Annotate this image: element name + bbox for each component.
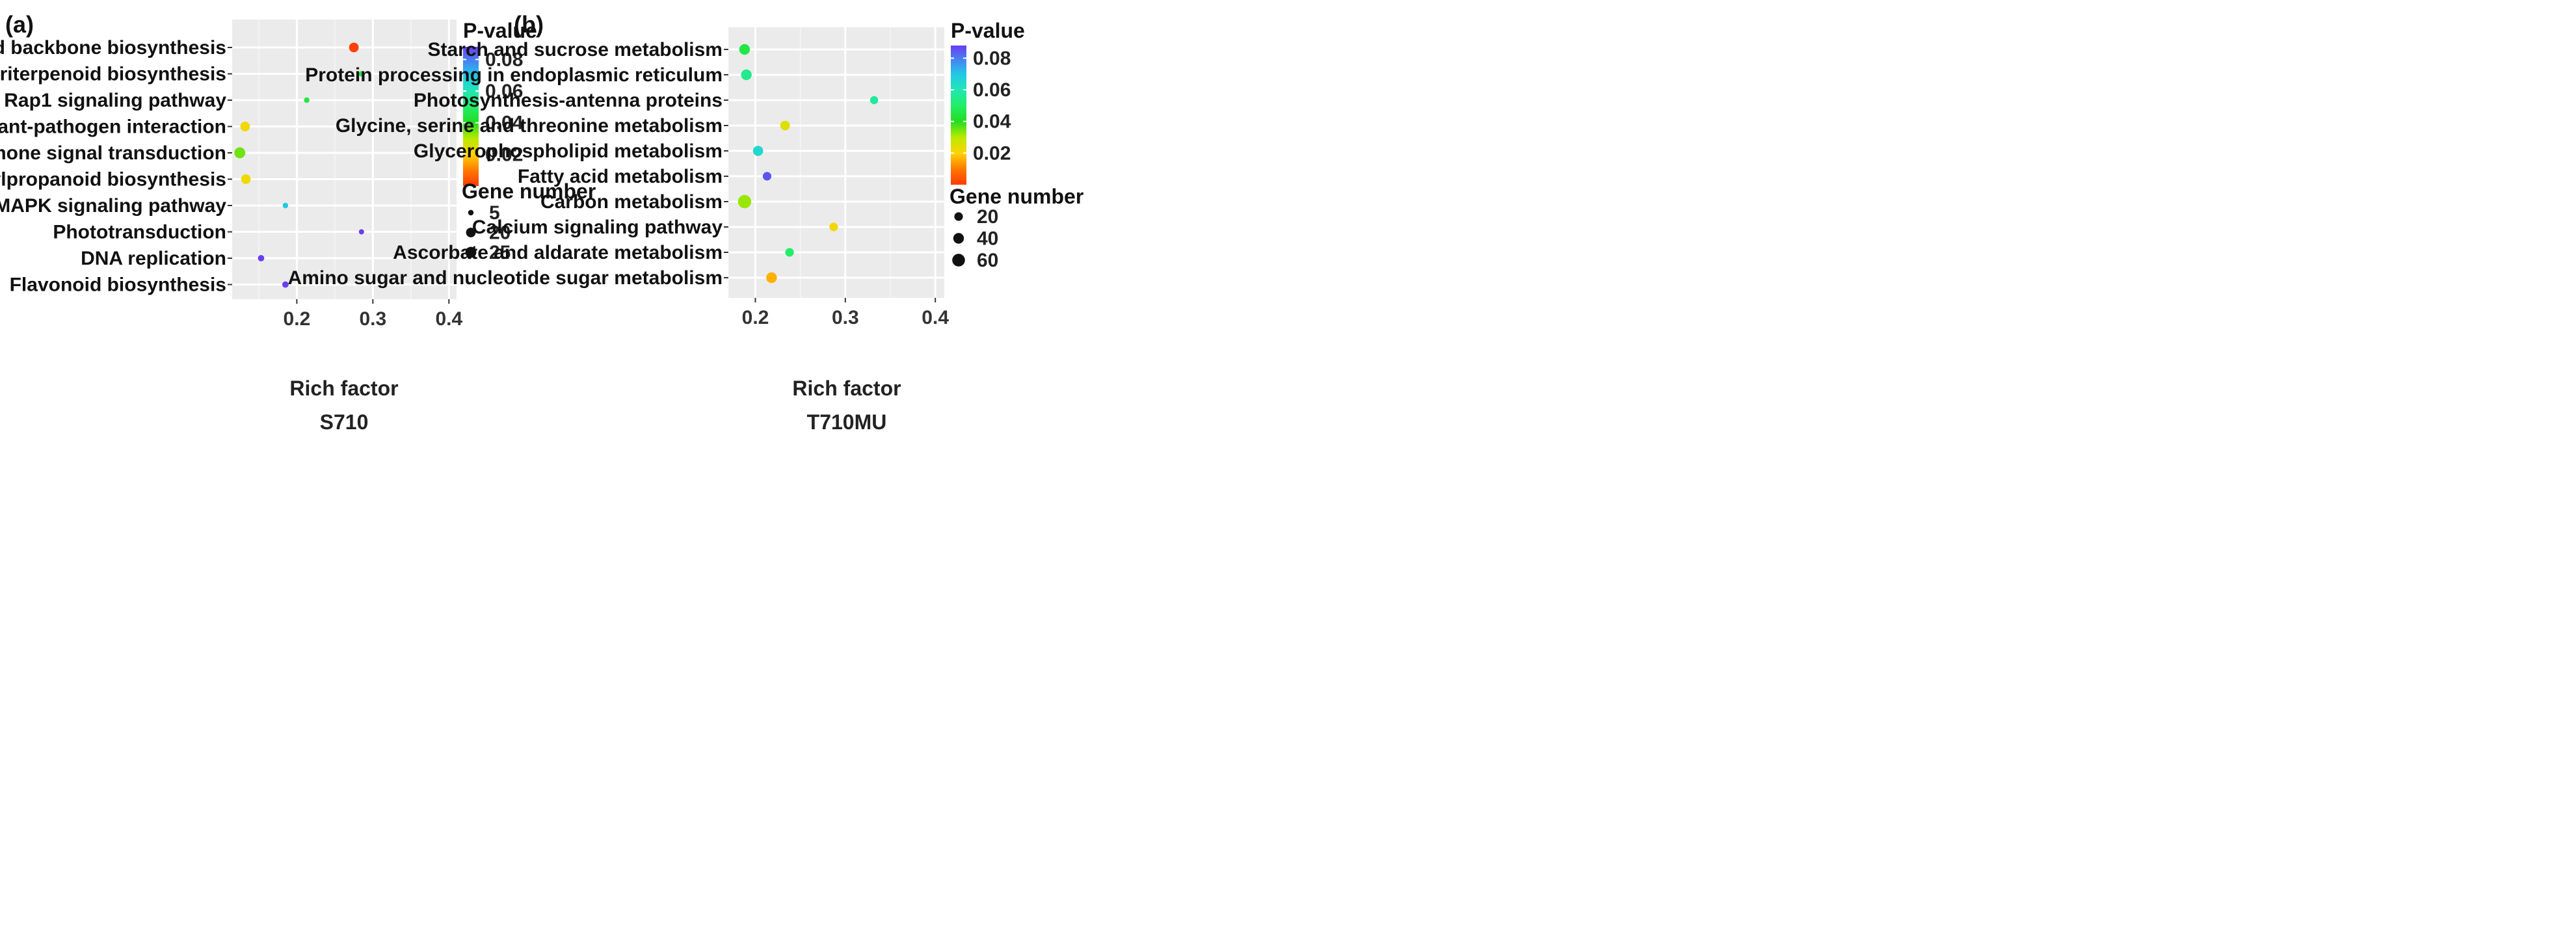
chart-panel-b: (b)Starch and sucrose metabolism Protein …: [288, 11, 1084, 434]
plot-background: [728, 27, 944, 298]
size-legend-label: 40: [977, 228, 998, 250]
data-point: [829, 222, 838, 232]
category-label: Carbon metabolism: [540, 191, 723, 213]
x-tick-label: 0.4: [922, 307, 949, 328]
size-legend-label: 20: [977, 206, 998, 228]
category-label: Ascorbate and aldarate metabolism: [393, 242, 723, 263]
data-point: [258, 255, 265, 261]
size-legend-title: Gene number: [949, 185, 1083, 208]
color-legend-title: P-value: [951, 19, 1025, 42]
category-label: Calcium signaling pathway: [472, 217, 723, 238]
size-legend-marker: [952, 254, 965, 267]
data-point: [358, 229, 364, 235]
category-label: Plant hormone signal transduction: [0, 142, 226, 164]
color-legend-label: 0.06: [973, 79, 1011, 101]
color-legend-title: P-value: [463, 19, 537, 42]
chart-panel-a: (a)Terpenoid backbone biosynthesis Sesqui…: [0, 11, 596, 434]
category-label: Terpenoid backbone biosynthesis: [0, 37, 226, 59]
color-legend-label: 0.08: [485, 49, 523, 70]
data-point: [234, 147, 246, 159]
x-tick-label: 0.3: [359, 308, 386, 330]
category-label: Phenylpropanoid biosynthesis: [0, 169, 226, 191]
data-point: [349, 42, 359, 53]
color-legend-bar: [951, 46, 966, 185]
x-axis-title: Rich factor: [792, 377, 901, 400]
data-point: [358, 71, 365, 77]
x-tick-label: 0.4: [435, 308, 462, 330]
data-point: [739, 44, 750, 55]
category-label: Protein processing in endoplasmic reticu…: [305, 64, 723, 86]
category-label: Glycine, serine and threonine metabolism: [336, 115, 723, 137]
size-legend-marker: [465, 246, 477, 258]
x-tick-label: 0.2: [742, 307, 769, 328]
category-label: Flavonoid biosynthesis: [10, 274, 226, 296]
size-legend-marker: [954, 212, 963, 221]
size-legend-label: 25: [489, 242, 511, 263]
category-label: Phototransduction: [53, 222, 226, 243]
category-label: Photosynthesis-antenna proteins: [414, 90, 723, 111]
data-point: [752, 146, 764, 156]
data-point: [785, 248, 794, 257]
x-tick-label: 0.2: [284, 308, 311, 330]
category-label: Plant-pathogen interaction: [0, 116, 226, 138]
data-point: [282, 281, 289, 288]
data-point: [870, 96, 879, 105]
category-label: Starch and sucrose metabolism: [428, 39, 723, 60]
category-label: Sesquiterpenoid and triterpenoid biosynt…: [0, 64, 226, 85]
category-label: Glycerophospholipid metabolism: [414, 140, 723, 162]
data-point: [762, 172, 772, 181]
color-legend-label: 0.02: [485, 144, 523, 165]
color-legend-label: 0.04: [973, 111, 1011, 133]
size-legend-label: 5: [489, 202, 500, 224]
category-label: MAPK signaling pathway: [0, 195, 226, 217]
plot-background: [232, 20, 457, 299]
data-point: [766, 272, 777, 284]
size-legend-marker: [468, 209, 474, 216]
data-point: [282, 202, 289, 209]
size-legend-label: 20: [489, 222, 511, 244]
data-point: [741, 69, 752, 81]
sample-label: T710MU: [807, 410, 887, 434]
data-point: [304, 97, 310, 103]
category-label: Amino sugar and nucleotide sugar metabol…: [288, 267, 723, 289]
size-legend-title: Gene number: [462, 179, 596, 203]
x-axis-title: Rich factor: [289, 377, 398, 400]
panel-label: (b): [514, 11, 544, 38]
size-legend-label: 60: [977, 250, 998, 271]
data-point: [241, 174, 251, 184]
size-legend-marker: [953, 233, 964, 244]
color-legend-bar: [463, 47, 479, 186]
data-point: [780, 120, 790, 131]
sample-label: S710: [320, 410, 369, 434]
color-legend-label: 0.04: [485, 113, 524, 134]
data-point: [737, 194, 752, 209]
color-legend-label: 0.06: [485, 81, 523, 102]
category-label: DNA replication: [81, 248, 226, 269]
data-point: [240, 122, 250, 131]
color-legend-label: 0.02: [973, 142, 1011, 164]
color-legend-label: 0.08: [973, 47, 1011, 69]
category-label: Fatty acid metabolism: [518, 166, 723, 187]
x-tick-label: 0.3: [832, 307, 859, 328]
category-label: Rap1 signaling pathway: [4, 90, 226, 111]
panel-label: (a): [5, 11, 34, 38]
size-legend-marker: [466, 228, 476, 237]
